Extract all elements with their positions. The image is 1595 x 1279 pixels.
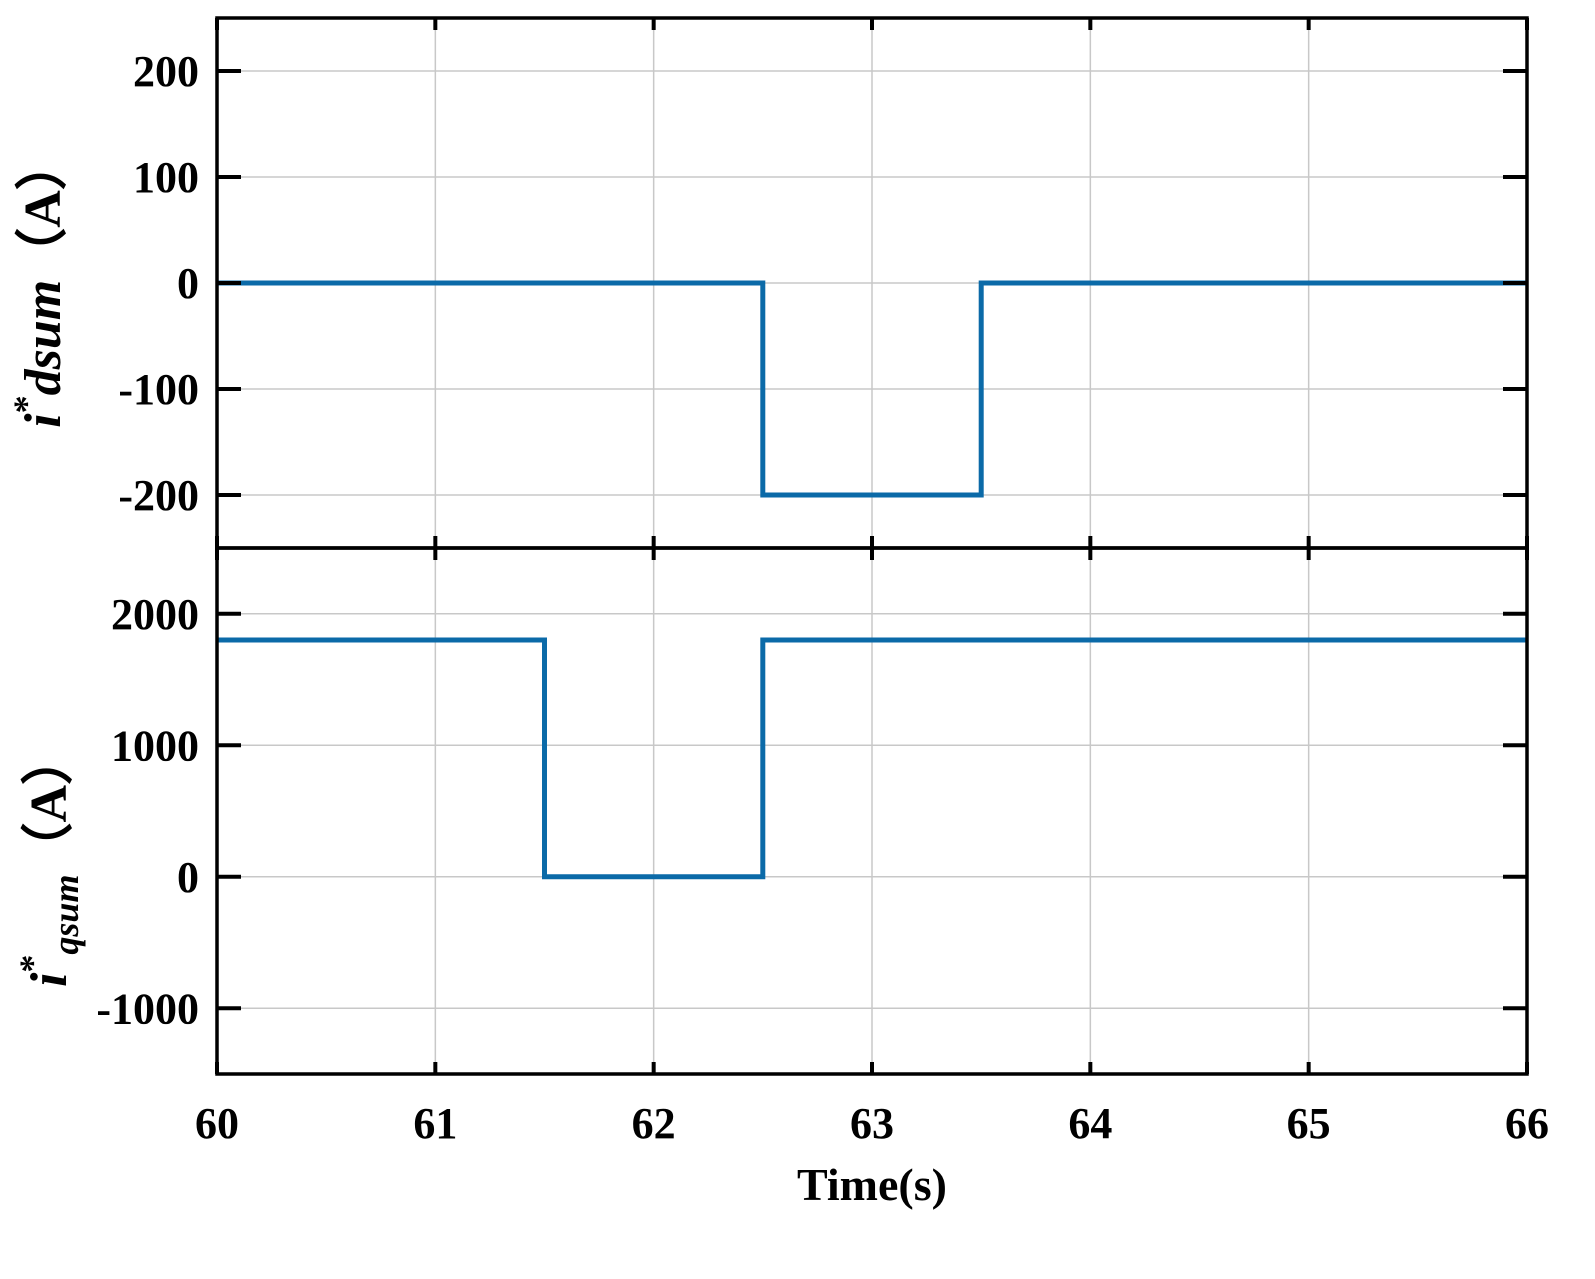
y-tick-label: -100: [118, 365, 199, 414]
y-tick-label: 1000: [111, 721, 199, 770]
plot-frame: [215, 546, 1529, 1076]
y-axis-title-bottom: i*qsum（A）: [12, 733, 86, 987]
frame-layer: [215, 16, 1529, 1076]
y-axis-title-bottom-main: i: [21, 972, 78, 987]
y-axis-title-bottom-sup: *: [12, 955, 52, 973]
y-tick-label: -1000: [96, 984, 199, 1033]
series-line: [217, 637, 1527, 880]
series-line: [217, 280, 1527, 498]
x-tick-label: 64: [1068, 1099, 1112, 1148]
y-tick-label: 0: [177, 853, 199, 902]
x-tick-label: 60: [195, 1099, 239, 1148]
y-axis-title-top-unit: （A）: [14, 138, 72, 280]
y-axis-title-top-rest: dsum: [15, 280, 72, 396]
y-tick-label: 200: [133, 47, 199, 96]
y-tick-label: 100: [133, 153, 199, 202]
x-axis-title: Time(s): [797, 1159, 947, 1210]
y-tick-label: -200: [118, 471, 199, 520]
grid-layer: [217, 18, 1527, 1074]
x-tick-label: 65: [1287, 1099, 1331, 1148]
y-axis-title-top-sup: *: [6, 395, 46, 413]
title-layer: Time(s)i*dsum（A）i*qsum（A）: [6, 138, 947, 1210]
y-axis-title-bottom-unit: （A）: [20, 733, 78, 875]
y-axis-title-bottom-text: i*qsum（A）: [12, 733, 86, 987]
y-tick-label: 2000: [111, 590, 199, 639]
x-tick-label: 62: [632, 1099, 676, 1148]
x-tick-label: 63: [850, 1099, 894, 1148]
y-axis-title-top: i*dsum（A）: [6, 138, 72, 428]
x-tick-label: 66: [1505, 1099, 1549, 1148]
x-tick-label: 61: [413, 1099, 457, 1148]
y-axis-title-bottom-sub: qsum: [46, 875, 86, 955]
y-tick-label: 0: [177, 259, 199, 308]
y-axis-title-top-text: i*dsum（A）: [6, 138, 72, 428]
y-axis-title-top-main: i: [15, 413, 72, 428]
series-layer: [217, 280, 1527, 880]
